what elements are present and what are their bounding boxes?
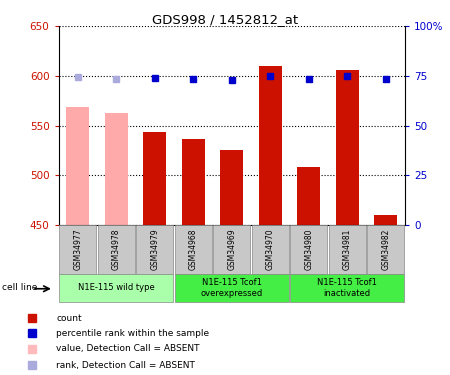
Bar	[182, 138, 205, 225]
Bar	[252, 225, 289, 274]
Bar	[175, 274, 289, 302]
Bar	[143, 132, 166, 225]
Text: GSM34968: GSM34968	[189, 228, 198, 270]
Bar	[59, 274, 173, 302]
Text: rank, Detection Call = ABSENT: rank, Detection Call = ABSENT	[56, 361, 195, 370]
Text: N1E-115 wild type: N1E-115 wild type	[78, 284, 155, 292]
Text: N1E-115 Tcof1
overexpressed: N1E-115 Tcof1 overexpressed	[201, 278, 263, 297]
Text: cell line: cell line	[2, 284, 38, 292]
Bar	[136, 225, 173, 274]
Bar	[66, 107, 89, 225]
Text: GSM34980: GSM34980	[304, 228, 313, 270]
Bar	[329, 225, 366, 274]
Text: N1E-115 Tcof1
inactivated: N1E-115 Tcof1 inactivated	[317, 278, 377, 297]
Bar	[175, 225, 212, 274]
Text: GSM34977: GSM34977	[73, 228, 82, 270]
Text: GDS998 / 1452812_at: GDS998 / 1452812_at	[152, 13, 298, 26]
Bar	[213, 225, 250, 274]
Bar	[297, 167, 320, 225]
Bar	[374, 215, 397, 225]
Bar	[290, 274, 404, 302]
Text: count: count	[56, 314, 82, 322]
Text: GSM34970: GSM34970	[266, 228, 275, 270]
Text: GSM34982: GSM34982	[381, 228, 390, 270]
Text: GSM34978: GSM34978	[112, 228, 121, 270]
Bar	[220, 150, 243, 225]
Text: value, Detection Call = ABSENT: value, Detection Call = ABSENT	[56, 344, 200, 353]
Bar	[290, 225, 327, 274]
Bar	[259, 66, 282, 225]
Text: GSM34969: GSM34969	[227, 228, 236, 270]
Text: GSM34979: GSM34979	[150, 228, 159, 270]
Bar	[367, 225, 404, 274]
Bar	[98, 225, 135, 274]
Bar	[336, 70, 359, 225]
Bar	[105, 113, 128, 225]
Bar	[59, 225, 96, 274]
Text: percentile rank within the sample: percentile rank within the sample	[56, 329, 209, 338]
Text: GSM34981: GSM34981	[343, 228, 352, 270]
